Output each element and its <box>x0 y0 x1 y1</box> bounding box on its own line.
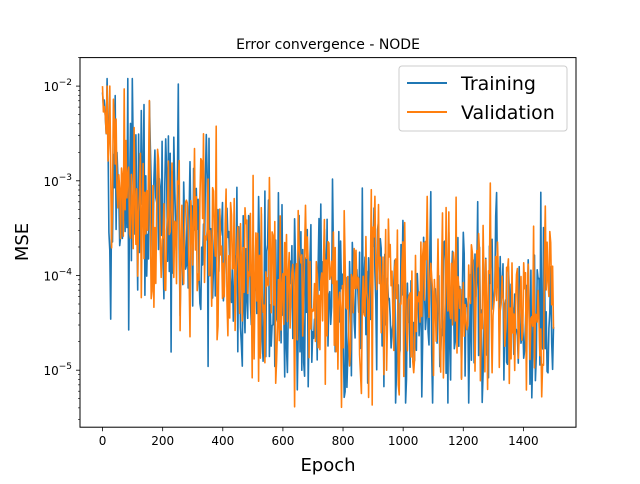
legend-label-training: Training <box>460 73 536 95</box>
chart-title: Error convergence - NODE <box>236 37 420 53</box>
x-tick-label: 400 <box>211 434 234 448</box>
x-tick-label: 1000 <box>388 434 419 448</box>
x-tick-label: 200 <box>151 434 174 448</box>
x-tick-label: 1200 <box>448 434 479 448</box>
x-axis-label: Epoch <box>300 455 355 476</box>
plot-frame <box>79 57 577 428</box>
x-axis: 0 200 400 600 800 1000 1200 1400 <box>99 427 539 448</box>
y-tick-label: 10−4 <box>43 267 72 283</box>
y-axis-label: MSE <box>12 223 33 261</box>
x-tick-label: 600 <box>271 434 294 448</box>
plot-lines <box>101 77 555 409</box>
y-tick-label: 10−5 <box>43 362 72 378</box>
x-tick-label: 0 <box>99 434 107 448</box>
y-tick-label: 10−2 <box>43 78 72 94</box>
series-line-validation <box>101 85 555 409</box>
legend: Training Validation <box>398 65 568 132</box>
legend-label-validation: Validation <box>461 102 555 124</box>
x-tick-label: 800 <box>332 434 355 448</box>
y-axis: 10−5 10−4 10−3 10−2 <box>43 57 80 421</box>
series-line-training <box>101 77 555 404</box>
y-tick-label: 10−3 <box>43 173 72 189</box>
x-tick-label: 1400 <box>508 434 539 448</box>
